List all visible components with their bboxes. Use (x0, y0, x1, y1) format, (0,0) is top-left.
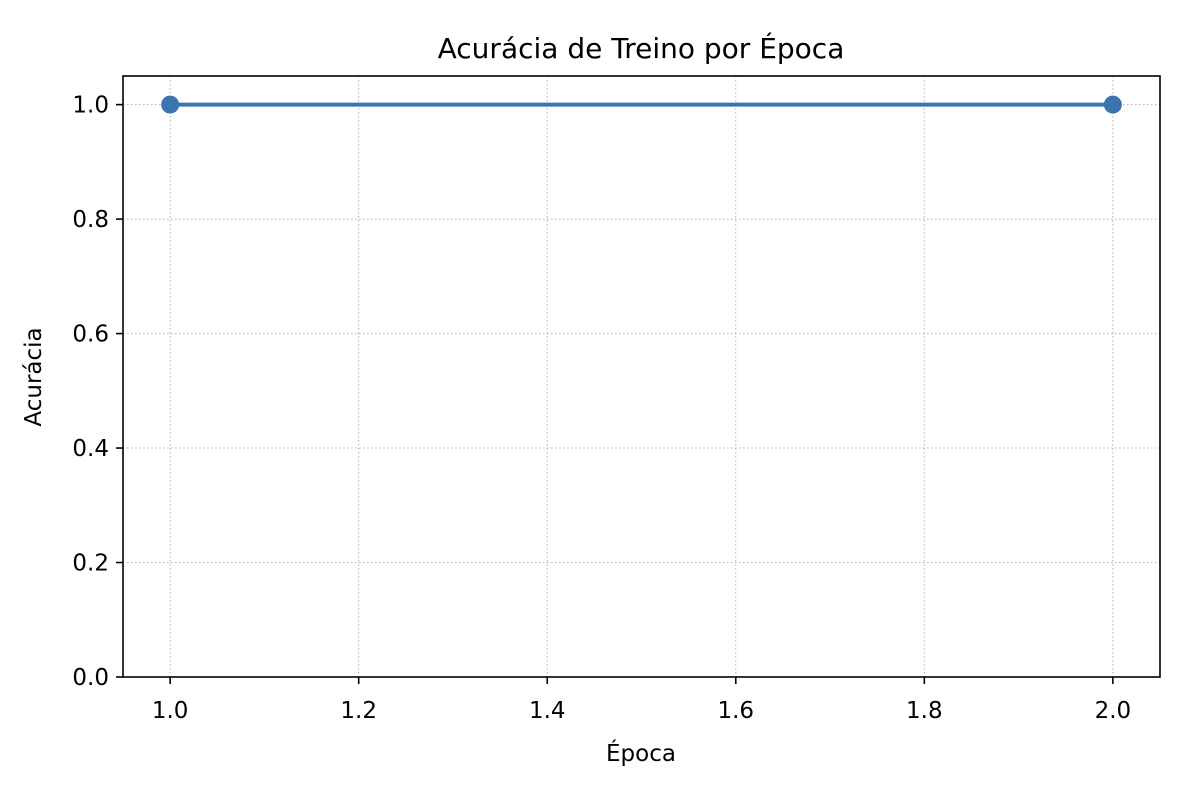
y-tick-label: 0.4 (72, 436, 109, 462)
x-tick-label: 1.0 (152, 698, 189, 724)
x-tick-label: 2.0 (1095, 698, 1132, 724)
data-point (1103, 95, 1122, 114)
y-axis-label: Acurácia (21, 327, 47, 426)
x-tick-label: 1.6 (717, 698, 754, 724)
x-axis-ticks: 1.0 1.2 1.4 1.6 1.8 2.0 (152, 677, 1131, 724)
y-tick-label: 0.2 (72, 551, 109, 577)
y-axis-ticks: 0.0 0.2 0.4 0.6 0.8 1.0 (72, 93, 123, 691)
x-tick-label: 1.8 (906, 698, 943, 724)
x-tick-label: 1.4 (529, 698, 566, 724)
data-point (161, 95, 180, 114)
y-tick-label: 0.6 (72, 322, 109, 348)
plot-frame (122, 75, 1161, 678)
x-tick-label: 1.2 (340, 698, 377, 724)
x-axis-label: Época (606, 739, 676, 767)
chart-title: Acurácia de Treino por Época (438, 31, 845, 65)
y-tick-label: 0.8 (72, 207, 109, 233)
series-layer (161, 95, 1122, 114)
y-tick-label: 1.0 (72, 93, 109, 119)
y-tick-label: 0.0 (72, 665, 109, 691)
